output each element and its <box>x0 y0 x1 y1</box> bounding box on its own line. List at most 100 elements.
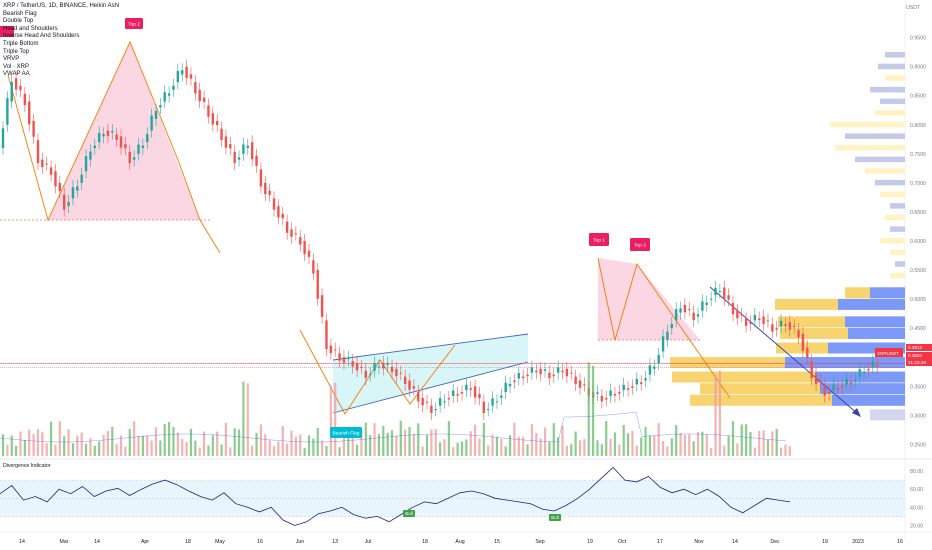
volume-bar <box>23 440 26 456</box>
symbol-title[interactable]: XRP / TetherUS, 1D, BINANCE, Heikin Ashi <box>3 3 120 9</box>
indicator-inverse-head-and-shoulders[interactable]: Inverse Head And Shoulders <box>3 33 80 40</box>
indicator-vwap[interactable]: VWAP AA <box>3 71 30 78</box>
candle-body <box>97 132 101 143</box>
candle-body <box>552 374 555 377</box>
volume-bar <box>369 435 372 456</box>
candle-body <box>622 384 625 391</box>
x-tick-label: 14 <box>732 539 738 545</box>
volume-bar <box>412 433 415 456</box>
volume-bar <box>58 421 61 456</box>
candle-body <box>574 376 577 384</box>
bull-badge-text: Bull <box>405 511 413 516</box>
candle-body <box>653 366 656 369</box>
candle-body <box>561 370 564 373</box>
x-tick-label: Mar <box>60 539 69 545</box>
candle-body <box>539 368 542 375</box>
indicator-double-top[interactable]: Double Top <box>3 18 34 25</box>
indicator-bearish-flag[interactable]: Bearish Flag <box>3 10 37 17</box>
volume-bar <box>653 435 656 456</box>
volume-bar <box>106 431 110 456</box>
candle-body <box>425 401 429 403</box>
candle-body <box>277 206 280 218</box>
volume-bar <box>216 431 219 456</box>
candle-body <box>167 93 171 96</box>
candle-body <box>661 336 665 352</box>
volume-bar <box>530 424 534 456</box>
candle-body <box>320 295 324 317</box>
candle-body <box>111 130 114 133</box>
volume-bar <box>111 426 114 456</box>
volume-bar <box>119 435 123 456</box>
candle-body <box>504 382 507 393</box>
candle-body <box>408 380 411 390</box>
price-label-text: 21:23:49 <box>908 360 926 365</box>
candle-body <box>827 392 831 394</box>
candle-body <box>106 130 110 137</box>
candle-body <box>342 357 346 363</box>
volume-bar <box>478 438 481 456</box>
indicator-head-and-shoulders[interactable]: Head and Shoulders <box>3 25 58 32</box>
price-label-badge <box>875 348 903 357</box>
indicator-vrvp[interactable]: VRVP <box>3 56 20 63</box>
volume-bar <box>373 423 376 456</box>
volume-bar <box>334 382 337 456</box>
volume-bar <box>272 446 276 456</box>
candle-body <box>605 397 608 400</box>
candle-body <box>679 308 682 313</box>
y-tick-label: 0.9500 <box>910 36 926 42</box>
volume-bar <box>710 447 713 456</box>
volume-bar <box>517 436 520 456</box>
candle-body <box>176 70 180 83</box>
divergence-tick-label: 40.00 <box>910 505 923 511</box>
candle-body <box>862 372 866 374</box>
candle-body <box>264 182 267 195</box>
candle-body <box>150 115 153 131</box>
y-tick-label: 0.4500 <box>910 326 926 332</box>
candle-body <box>565 368 569 377</box>
bearish-flag-fill <box>333 334 528 413</box>
divergence-tick-label: 80.00 <box>910 469 923 475</box>
candle-body <box>329 345 333 353</box>
volume-profile-bar <box>775 298 838 310</box>
volume-bar <box>592 365 595 456</box>
volume-bar <box>360 429 363 456</box>
candle-body <box>412 386 416 389</box>
volume-profile-bar <box>672 371 815 383</box>
candle-body <box>600 395 604 402</box>
volume-bar <box>740 424 743 456</box>
candle-body <box>395 368 398 377</box>
candle-body <box>849 382 853 384</box>
volume-bar <box>290 430 293 456</box>
candle-body <box>242 144 245 154</box>
volume-bar <box>692 441 695 456</box>
candle-body <box>294 233 298 235</box>
volume-bar <box>351 433 354 456</box>
candle-body <box>49 167 53 175</box>
volume-bar <box>522 437 525 456</box>
candle-body <box>281 213 284 219</box>
volume-profile-bar <box>885 75 905 81</box>
volume-bar <box>277 441 280 456</box>
candle-body <box>823 386 826 396</box>
bull-badge <box>549 514 561 521</box>
volume-bar <box>377 434 381 456</box>
candle-body <box>58 182 62 192</box>
price-label-badge <box>906 359 932 366</box>
pattern-label-badge <box>125 18 143 29</box>
candle-body <box>368 374 372 376</box>
y-tick-label: 0.8000 <box>910 123 926 129</box>
candle-body <box>548 372 551 379</box>
indicator-volume[interactable]: Vol · XRP <box>3 63 30 70</box>
volume-bar <box>622 424 625 456</box>
volume-profile-bar <box>838 298 905 310</box>
indicator-triple-top[interactable]: Triple Top <box>3 48 30 55</box>
indicator-triple-bottom[interactable]: Triple Bottom <box>3 40 39 47</box>
price-label-badge <box>906 344 932 351</box>
candle-body <box>626 388 630 390</box>
volume-profile-bar <box>835 145 905 151</box>
candle-body <box>723 287 726 299</box>
volume-bar <box>19 431 22 456</box>
volume-bar <box>718 370 721 456</box>
volume-bar <box>115 444 118 456</box>
